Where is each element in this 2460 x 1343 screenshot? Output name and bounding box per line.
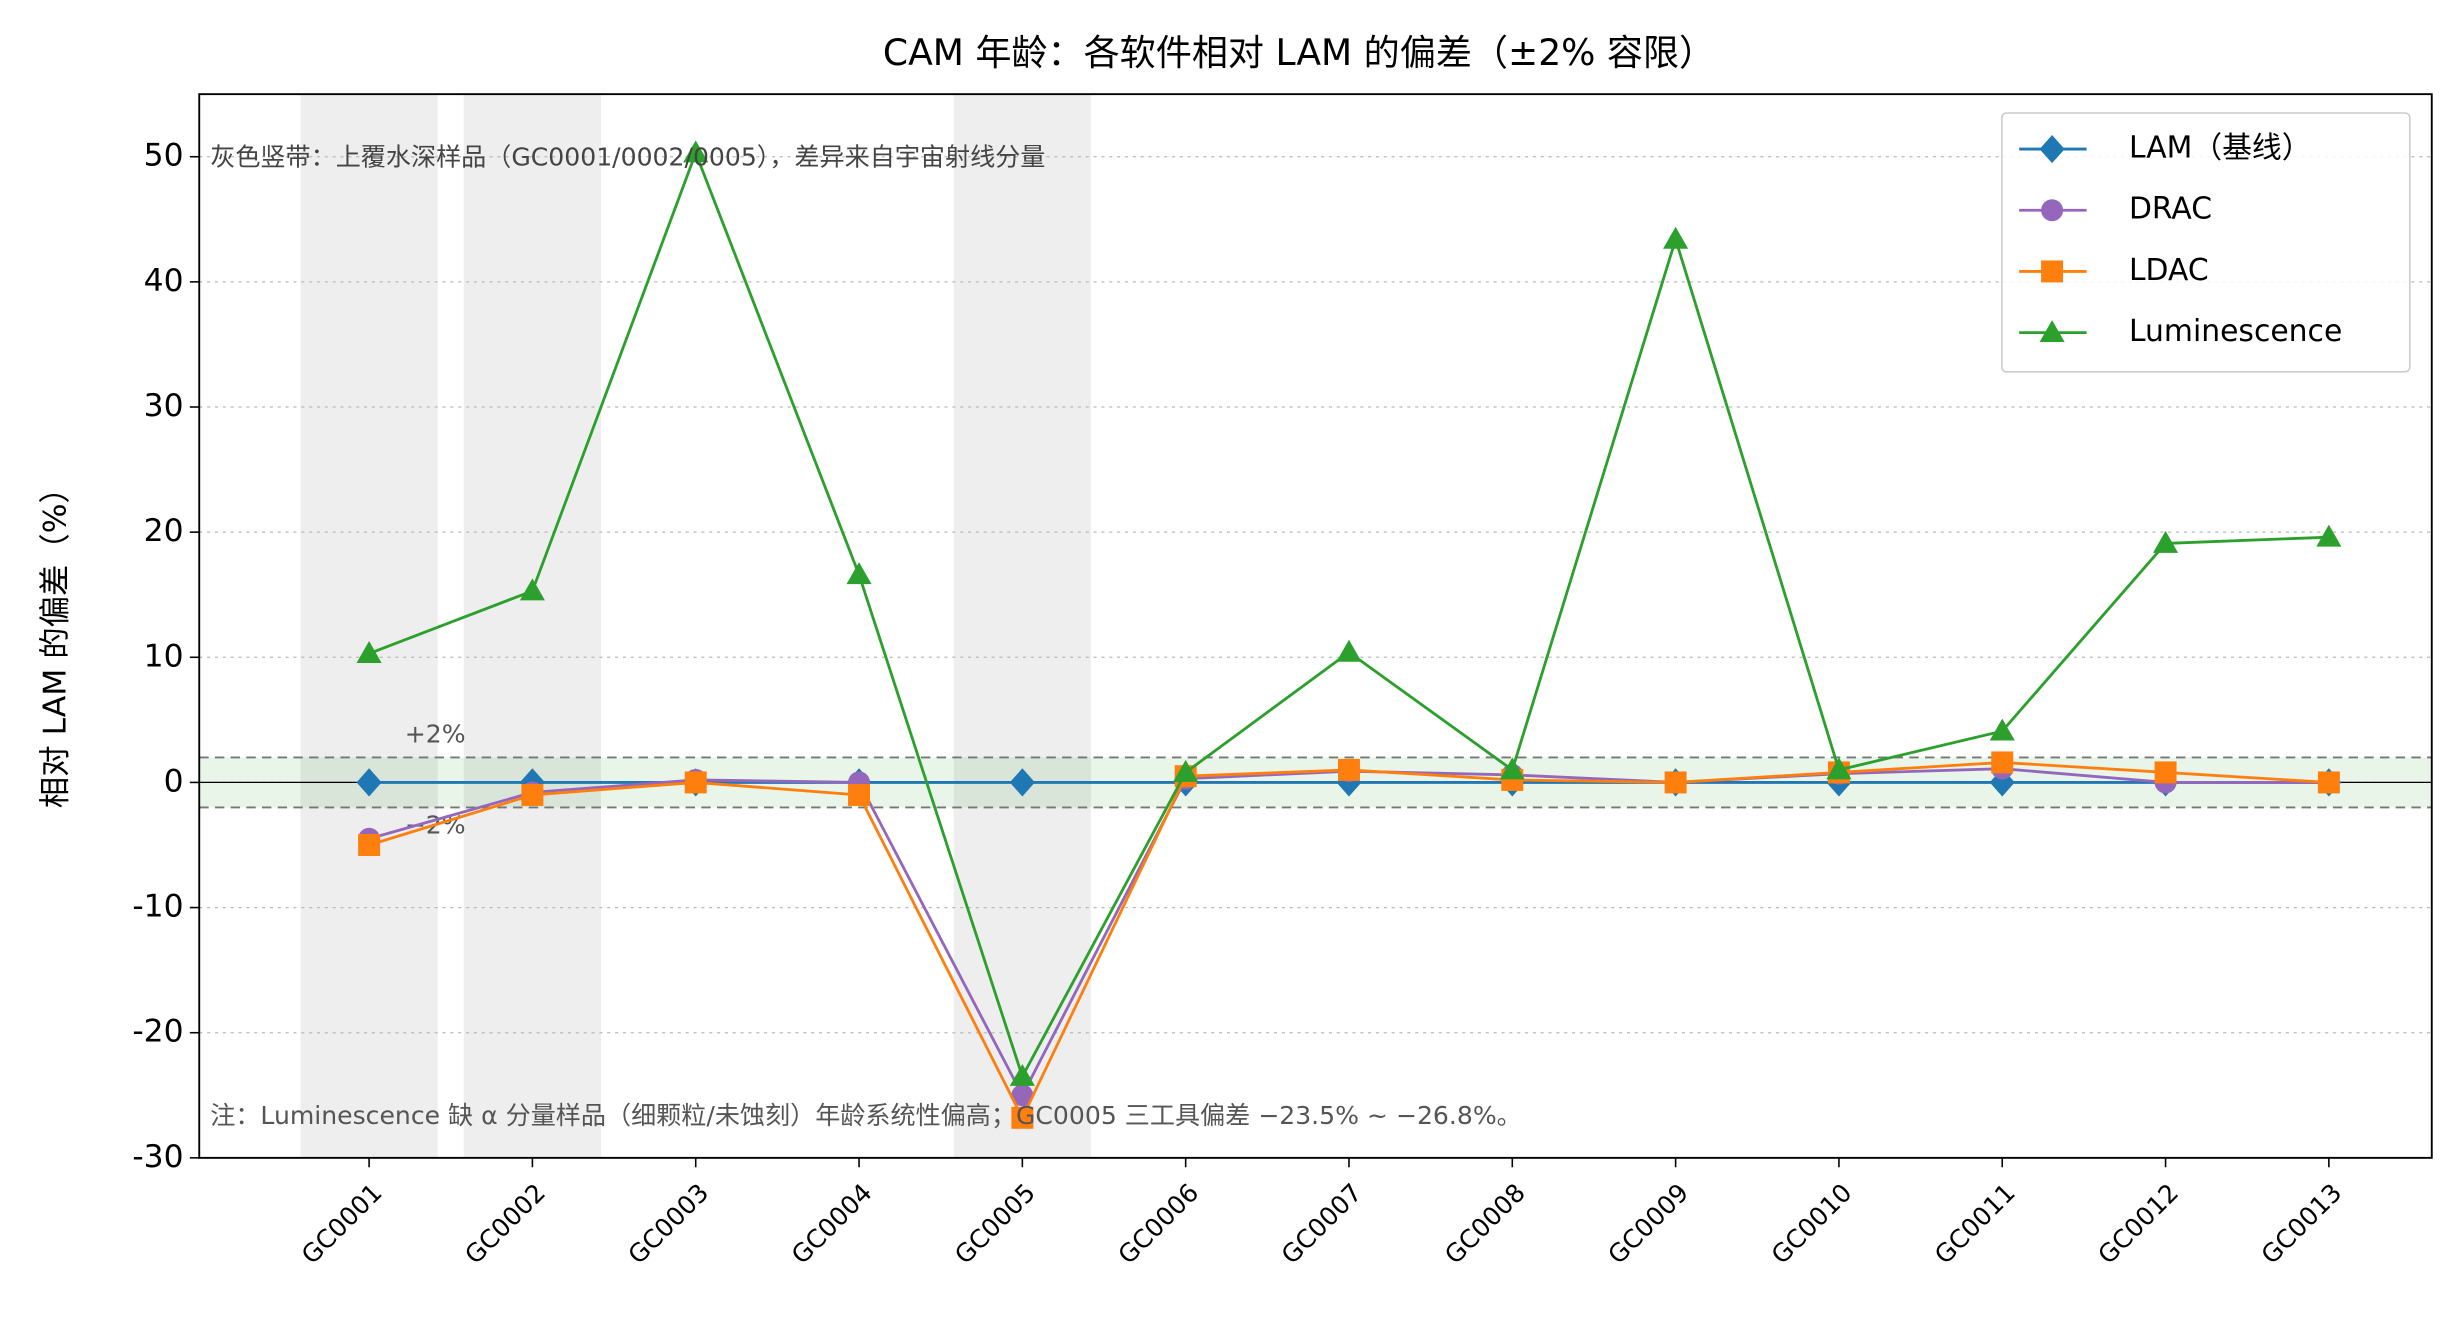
data-point: [684, 771, 707, 794]
data-point: [1173, 759, 1199, 782]
y-tick-label: 50: [144, 138, 184, 174]
y-tick-label: 30: [144, 388, 184, 424]
x-tick-label: GC0004: [786, 1178, 878, 1270]
y-tick-label: 40: [144, 263, 184, 299]
y-tick-label: -20: [132, 1014, 183, 1050]
annotation: 灰色竖带：上覆水深样品（GC0001/0002/0005），差异来自宇宙射线分量: [210, 142, 1045, 171]
data-point: [2316, 524, 2342, 547]
data-point: [1826, 757, 1852, 780]
data-point: [848, 783, 871, 806]
legend-marker: [2041, 260, 2064, 283]
plot-frame: [198, 93, 2433, 1159]
x-tick-label: GC0007: [1276, 1178, 1368, 1270]
data-point: [521, 783, 544, 806]
x-tick-label: GC0009: [1602, 1178, 1694, 1270]
x-tick-label: GC0006: [1112, 1178, 1204, 1270]
annotation: 注：Luminescence 缺 α 分量样品（细颗粒/未蚀刻）年龄系统性偏高；…: [210, 1101, 1522, 1130]
data-point: [1009, 1063, 1035, 1086]
tolerance-label: +2%: [405, 719, 466, 748]
data-point: [519, 578, 545, 601]
y-tick-label: 10: [144, 638, 184, 674]
y-tick-label: 20: [144, 513, 184, 549]
x-tick-label: GC0005: [949, 1178, 1041, 1270]
y-axis-label: 相对 LAM 的偏差（%）: [37, 472, 73, 808]
data-point: [1664, 771, 1687, 794]
data-point: [356, 640, 382, 663]
legend-label: Luminescence: [2129, 314, 2342, 349]
legend-marker: [2039, 320, 2065, 343]
x-tick-label: GC0010: [1766, 1178, 1858, 1270]
shaded-band: [463, 94, 602, 1158]
data-point: [846, 562, 872, 585]
data-point: [1011, 1106, 1034, 1129]
x-tick-label: GC0001: [296, 1178, 388, 1270]
legend-marker: [2041, 199, 2064, 222]
y-tick-label: -10: [132, 889, 183, 925]
data-point: [1499, 757, 1525, 780]
x-tick-label: GC0011: [1929, 1178, 2021, 1270]
legend-label: LAM（基线）: [2129, 131, 2312, 166]
legend-label: DRAC: [2129, 192, 2212, 227]
series-line: [368, 760, 2329, 1122]
shaded-band: [953, 94, 1091, 1158]
x-tick-label: GC0013: [2256, 1178, 2348, 1270]
y-tick-label: -30: [132, 1139, 183, 1175]
legend-marker: [2039, 134, 2065, 164]
data-point: [2153, 530, 2179, 553]
data-point: [2154, 761, 2177, 784]
legend-label: LDAC: [2129, 253, 2209, 288]
data-point: [683, 140, 709, 163]
data-point: [1011, 1084, 1034, 1107]
x-tick-label: GC0008: [1439, 1178, 1531, 1270]
data-point: [1991, 751, 2014, 774]
data-point: [1989, 718, 2015, 741]
legend-box: [2001, 112, 2411, 373]
chart-title: CAM 年龄：各软件相对 LAM 的偏差（±2% 容限）: [883, 32, 1715, 74]
data-point: [2317, 771, 2340, 794]
data-point: [358, 834, 381, 856]
shaded-band: [300, 94, 438, 1158]
x-tick-label: GC0003: [623, 1178, 715, 1270]
data-point: [1336, 639, 1362, 662]
y-tick-label: 0: [164, 763, 184, 799]
data-point: [1663, 226, 1689, 249]
series-line: [368, 767, 2329, 1099]
x-tick-label: GC0002: [459, 1178, 551, 1270]
x-tick-label: GC0012: [2092, 1178, 2184, 1270]
data-point: [1338, 758, 1360, 781]
